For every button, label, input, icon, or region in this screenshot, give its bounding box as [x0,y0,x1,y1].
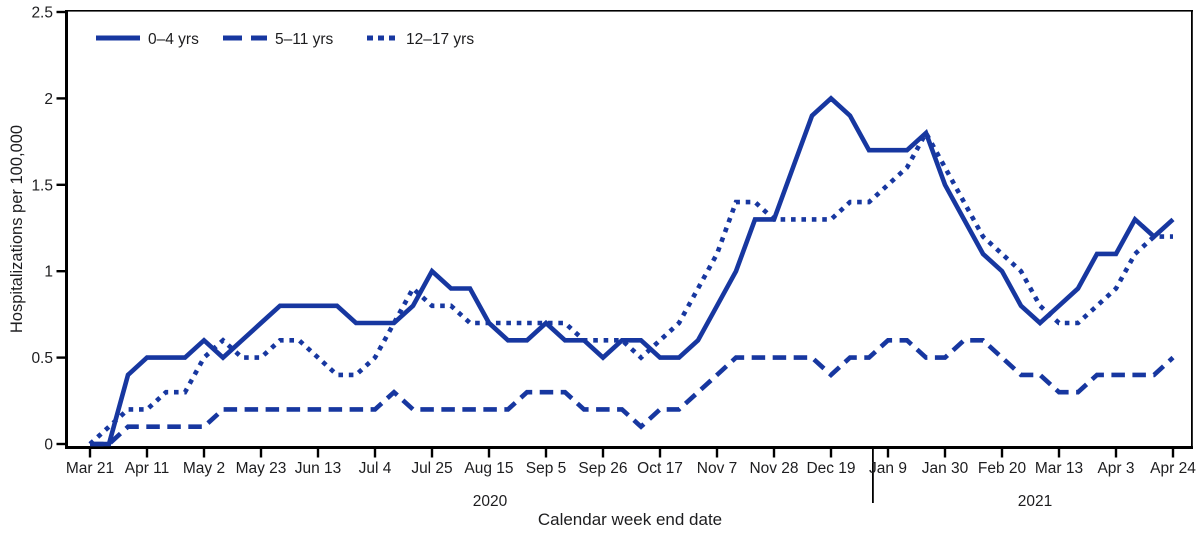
year-separator-line [872,449,874,503]
x-tick-label: Apr 11 [125,460,170,477]
x-tick-label: Nov 28 [749,460,798,477]
series-layer [88,95,1175,447]
x-tick-label: May 23 [236,460,287,477]
y-tick-label: 2 [44,91,53,108]
top-frame-line [65,10,1193,12]
year-label-2020: 2020 [473,493,508,510]
x-tick-label: Mar 13 [1035,460,1083,477]
y-tick-label: 1 [44,264,53,281]
x-axis-title: Calendar week end date [538,510,722,529]
x-tick-label: Apr 3 [1097,460,1134,477]
plot-frame [65,10,1193,503]
legend-label-12-17-yrs: 12–17 yrs [406,31,474,48]
y-tick-label: 0.5 [31,350,53,367]
x-tick-label: Jan 30 [922,460,969,477]
x-tick-label: Jul 25 [411,460,452,477]
x-tick-label: Nov 7 [697,460,738,477]
y-tick-label: 2.5 [31,5,53,22]
x-tick-label: Oct 17 [637,460,683,477]
x-tick-label: Mar 21 [66,460,114,477]
legend-label-5-11-yrs: 5–11 yrs [275,31,334,48]
x-axis-spine [65,446,1193,449]
x-tick-label: Feb 20 [978,460,1027,477]
series-line-dashed [90,337,1175,447]
x-tick-label: Apr 24 [1150,460,1196,477]
x-tick-label: Jul 4 [359,460,392,477]
y-tick-label: 1.5 [31,177,53,194]
y-tick-label: 0 [44,437,53,454]
year-label-2021: 2021 [1018,493,1052,510]
x-tick-label: Dec 19 [806,460,855,477]
y-axis-spine [65,10,68,449]
x-tick-label: Jan 9 [869,460,907,477]
y-axis-title: Hospitalizations per 100,000 [8,125,26,333]
x-tick-label: Sep 26 [578,460,627,477]
series-line-solid [90,95,1175,447]
x-tick-label: May 2 [183,460,225,477]
axes-layer: 0 0.5 1 1.5 2 2.5 Mar 21 Apr 11 May 2 May 23 Jun 1… [31,5,1196,478]
legend-label-0-4-yrs: 0–4 yrs [148,31,199,48]
legend: 0–4 yrs 5–11 yrs 12–17 yrs [96,31,474,48]
right-frame-line [1191,10,1193,449]
x-tick-label: Jun 13 [295,460,342,477]
x-tick-label: Sep 5 [526,460,567,477]
x-tick-label: Aug 15 [464,460,513,477]
